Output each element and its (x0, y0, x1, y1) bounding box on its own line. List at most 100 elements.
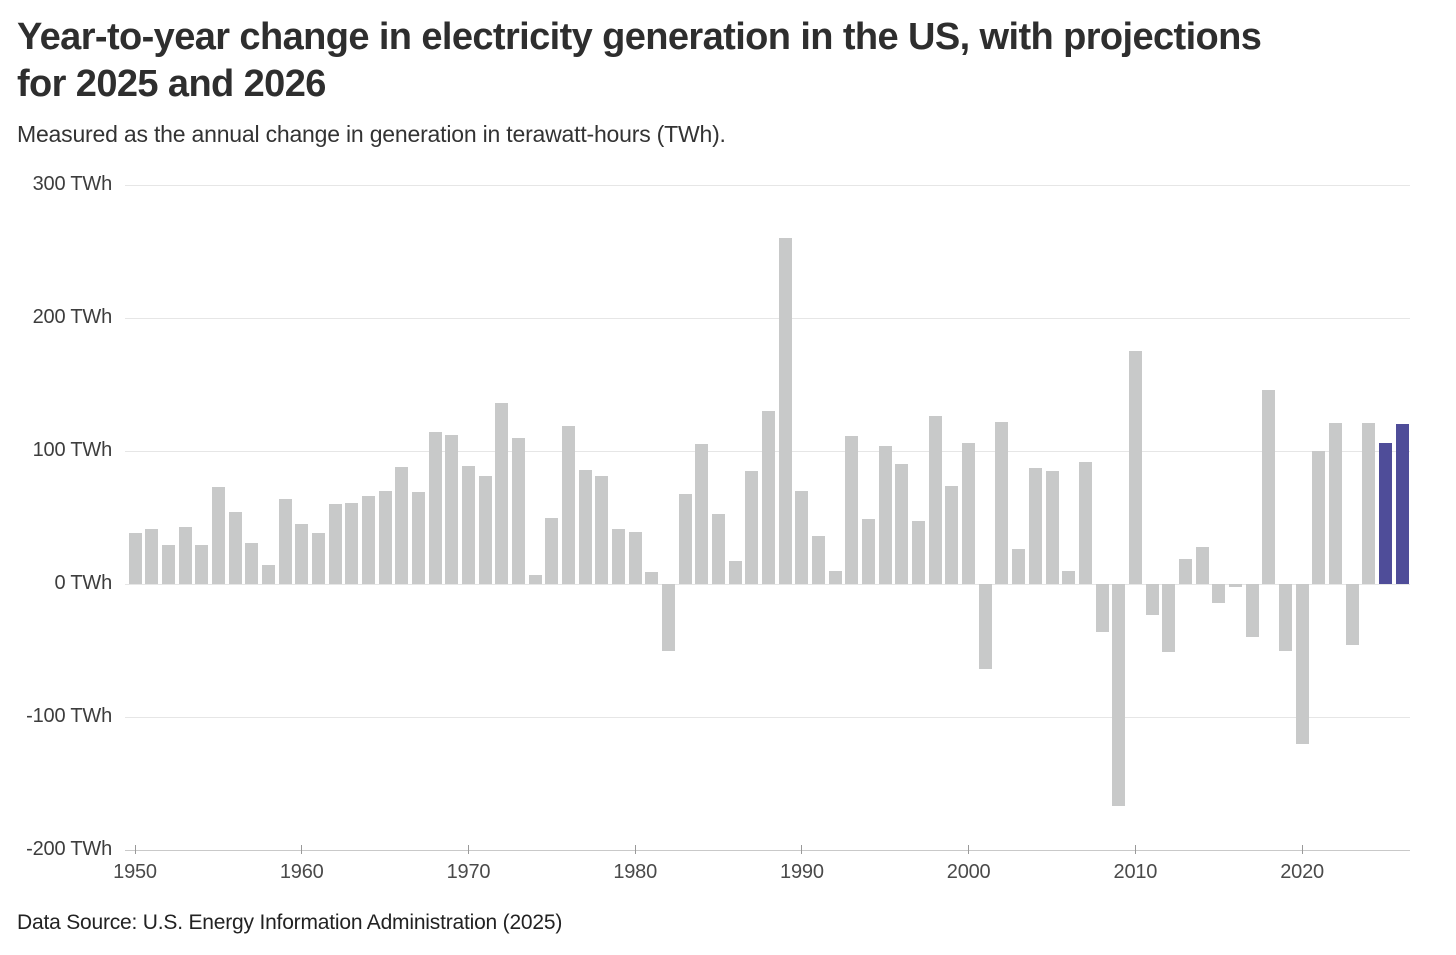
bar-2022 (1328, 423, 1342, 584)
bar-2011 (1145, 584, 1159, 615)
bar-1980 (628, 532, 642, 584)
bar-1965 (378, 490, 392, 584)
x-tick-label-2000: 2000 (946, 861, 991, 883)
bar-1960 (295, 524, 309, 584)
bar-1983 (678, 493, 692, 584)
bar-2015 (1212, 584, 1226, 603)
bar-1984 (695, 444, 709, 584)
gridline--100 (125, 717, 1410, 718)
bar-2016 (1228, 584, 1242, 587)
bar-2006 (1062, 570, 1076, 584)
bar-2018 (1262, 389, 1276, 584)
bar-2013 (1178, 558, 1192, 584)
bar-1964 (361, 496, 375, 584)
page-title-line2: for 2025 and 2026 (17, 63, 326, 105)
bar-1951 (145, 529, 159, 584)
x-axis-tick-2000 (968, 845, 970, 854)
bar-1979 (612, 529, 626, 584)
bar-2008 (1095, 584, 1109, 632)
bar-1962 (328, 504, 342, 584)
y-tick-label-300: 300 TWh (32, 173, 113, 195)
bar-2003 (1012, 549, 1026, 584)
bar-1994 (862, 518, 876, 584)
x-axis-tick-1980 (634, 845, 636, 854)
bar-2020 (1295, 584, 1309, 744)
bar-1968 (428, 432, 442, 584)
x-tick-label-1990: 1990 (780, 861, 824, 883)
bar-1987 (745, 470, 759, 584)
bar-1985 (712, 513, 726, 584)
bar-1992 (828, 570, 842, 584)
bar-1966 (395, 466, 409, 584)
gridline-0 (125, 584, 1410, 585)
bar-2002 (995, 421, 1009, 584)
bar-2017 (1245, 584, 1259, 638)
bar-1976 (561, 425, 575, 584)
x-axis-tick-1960 (301, 845, 303, 854)
bar-1975 (545, 517, 559, 584)
bar-1969 (445, 435, 459, 584)
page-title: Year-to-year change in electricity gener… (17, 14, 1262, 108)
bar-1950 (128, 533, 142, 584)
x-axis-tick-1970 (467, 845, 469, 854)
bar-1954 (195, 545, 209, 584)
y-tick-label--200: -200 TWh (26, 838, 112, 860)
x-axis-tick-2010 (1134, 845, 1136, 854)
bar-1963 (345, 502, 359, 584)
y-axis-labels: 300 TWh 200 TWh 100 TWh 0 TWh -100 TWh -200 T… (0, 173, 112, 860)
bar-2000 (962, 443, 976, 584)
bar-1990 (795, 490, 809, 584)
bar-1972 (495, 403, 509, 584)
x-axis-line (125, 850, 1410, 851)
bar-2021 (1312, 451, 1326, 584)
bar-2024 (1362, 423, 1376, 584)
bar-1978 (595, 476, 609, 584)
bar-1986 (728, 561, 742, 584)
chart-subtitle: Measured as the annual change in generat… (17, 121, 726, 147)
bar-2019 (1278, 584, 1292, 651)
x-tick-label-1950: 1950 (113, 861, 157, 883)
bar-2007 (1078, 461, 1092, 584)
bar-2005 (1045, 470, 1059, 584)
bar-2025-projection (1378, 443, 1392, 584)
bar-1996 (895, 464, 909, 584)
y-tick-label-0: 0 TWh (54, 572, 112, 594)
bar-1997 (912, 521, 926, 584)
bar-1958 (261, 565, 275, 584)
bar-2026-projection (1395, 424, 1409, 584)
bar-2010 (1128, 351, 1142, 584)
plot-area: 1950 1960 1970 1980 1990 2000 2010 2020 (113, 185, 1410, 883)
bar-1991 (812, 536, 826, 584)
x-axis-tick-1950 (134, 845, 136, 854)
gridline-200 (125, 318, 1410, 319)
x-axis-tick-1990 (801, 845, 803, 854)
bar-1982 (662, 584, 676, 651)
x-tick-label-2010: 2010 (1113, 861, 1158, 883)
bar-1959 (278, 498, 292, 584)
x-axis-tick-2020 (1301, 845, 1303, 854)
x-tick-label-1980: 1980 (613, 861, 658, 883)
bar-1952 (161, 545, 175, 584)
bar-2001 (978, 584, 992, 670)
bar-1961 (311, 533, 325, 584)
page-title-line1: Year-to-year change in electricity gener… (17, 16, 1262, 58)
gridline-300 (125, 185, 1410, 186)
bar-2023 (1345, 584, 1359, 646)
x-tick-label-1970: 1970 (446, 861, 491, 883)
bar-1998 (928, 416, 942, 584)
bar-2014 (1195, 546, 1209, 584)
x-tick-label-1960: 1960 (279, 861, 324, 883)
bar-1953 (178, 526, 192, 584)
bar-1999 (945, 485, 959, 584)
bar-1970 (461, 465, 475, 584)
bar-1995 (878, 445, 892, 584)
bar-1977 (578, 469, 592, 584)
bar-1957 (245, 542, 259, 584)
bar-1967 (411, 492, 425, 584)
data-source-note: Data Source: U.S. Energy Information Adm… (17, 911, 563, 934)
bar-1981 (645, 572, 659, 584)
x-tick-label-2020: 2020 (1280, 861, 1324, 883)
bar-2009 (1112, 584, 1126, 807)
bar-1955 (211, 486, 225, 584)
bar-1956 (228, 512, 242, 584)
